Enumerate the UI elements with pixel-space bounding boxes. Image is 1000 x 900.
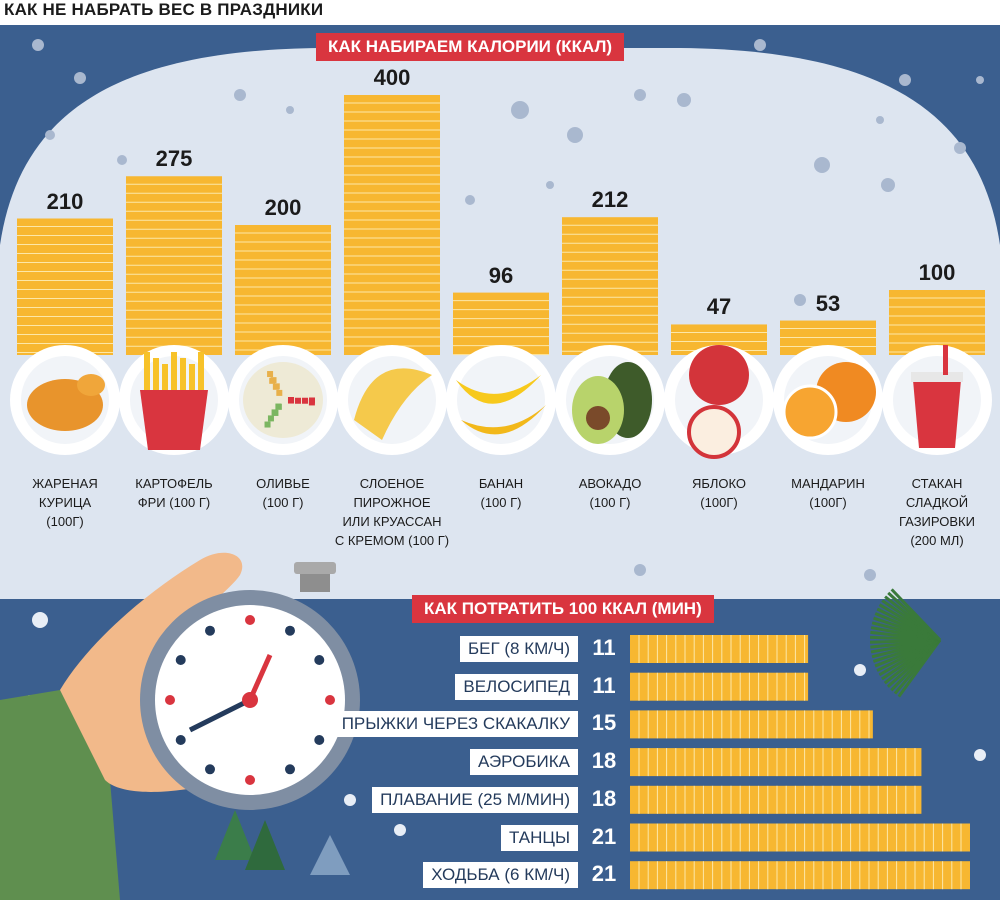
activity-category-label: ТАНЦЫ	[500, 824, 578, 851]
activity-value-label: 11	[592, 672, 616, 698]
bar-value-label: 275	[155, 146, 193, 172]
activity-value-label: 15	[591, 710, 617, 736]
olivier-piece	[287, 397, 294, 404]
bar-value-label: 47	[706, 294, 732, 320]
tree-icon	[215, 810, 255, 860]
fries-stick	[171, 352, 177, 392]
fries-stick	[189, 364, 195, 404]
activity-category-label: БЕГ (8 КМ/Ч)	[459, 636, 578, 662]
activity-bar	[630, 785, 922, 814]
calorie-bar	[17, 218, 113, 355]
fries-stick	[180, 358, 186, 398]
olivier-piece	[267, 415, 274, 422]
soda-cup	[913, 380, 961, 448]
tree-icon	[310, 835, 350, 875]
bar-value-label: 100	[918, 260, 956, 285]
sleeve-icon	[0, 690, 120, 900]
calorie-bar	[126, 176, 222, 355]
bar-value-label: 53	[815, 290, 841, 316]
olivier-piece	[275, 403, 282, 410]
activity-value-label: 18	[591, 785, 617, 811]
activity-bar	[630, 861, 970, 890]
bar-value-label: 400	[373, 65, 411, 90]
food-category-label: ОЛИВЬЕ (100 Г)	[256, 476, 310, 510]
olivier-bowl	[243, 362, 323, 438]
banana-shape	[456, 375, 541, 404]
food-category-label: ЖАРЕНАЯ КУРИЦА (100Г)	[32, 476, 98, 529]
food-category-label: СТАКАН СЛАДКОЙ ГАЗИРОВКИ (200 МЛ)	[899, 476, 975, 548]
page-title: КАК НЕ НАБРАТЬ ВЕС В ПРАЗДНИКИ	[4, 0, 324, 19]
apple-half	[687, 405, 741, 459]
fries-box	[140, 390, 208, 450]
calorie-bar	[453, 292, 549, 356]
olivier-piece	[276, 389, 283, 396]
olivier-piece	[267, 371, 274, 378]
food-category-label: ЯБЛОКО (100Г)	[691, 476, 747, 510]
calorie-bar	[235, 225, 331, 355]
activity-value-label: 21	[591, 823, 617, 849]
olivier-piece	[270, 377, 277, 384]
olivier-piece	[264, 421, 271, 428]
tree-icon	[245, 820, 285, 870]
fries-stick	[198, 352, 204, 392]
fries-stick	[162, 364, 168, 404]
activity-category-label: ПЛАВАНИЕ (25 М/МИН)	[372, 786, 578, 813]
soda-lid	[911, 372, 963, 382]
activity-value-label: 18	[591, 748, 617, 774]
activity-bar	[630, 748, 922, 777]
calories-chart-title: КАК НАБИРАЕМ КАЛОРИИ (ККАЛ)	[316, 33, 625, 61]
activity-bar	[630, 672, 809, 701]
activity-value-label: 11	[592, 635, 616, 660]
activity-chart-title: КАК ПОТРАТИТЬ 100 ККАЛ (МИН)	[412, 595, 714, 623]
olivier-piece	[273, 383, 280, 390]
fries-stick	[153, 358, 159, 398]
olivier-piece	[294, 397, 301, 404]
activity-category-label: ВЕЛОСИПЕД	[455, 673, 578, 700]
avocado-pit	[586, 406, 610, 430]
bar-value-label: 96	[488, 262, 514, 288]
activity-bar	[630, 710, 873, 739]
food-category-label: МАНДАРИН (100Г)	[791, 476, 865, 510]
banana-shape-2	[461, 405, 546, 435]
activity-category-label: ХОДЬБА (6 КМ/Ч)	[423, 862, 578, 889]
bar-value-label: 212	[591, 187, 629, 213]
chicken-leg	[77, 374, 105, 396]
tangerine-slice	[782, 384, 838, 440]
bar-value-label: 210	[46, 188, 84, 214]
olivier-piece	[271, 409, 278, 416]
calorie-bar	[344, 95, 440, 355]
food-category-label: КАРТОФЕЛЬ ФРИ (100 Г)	[135, 476, 213, 510]
food-category-label: СЛОЕНОЕ ПИРОЖНОЕ ИЛИ КРУАССАН С КРЕМОМ (…	[334, 476, 450, 548]
food-category-label: БАНАН (100 Г)	[478, 476, 524, 510]
olivier-piece	[301, 397, 308, 404]
bar-value-label: 200	[264, 195, 302, 220]
stopwatch-icon	[140, 562, 360, 810]
activity-bar	[630, 635, 809, 663]
activity-bar	[630, 823, 970, 852]
soda-straw	[943, 345, 948, 375]
activity-category-label: АЭРОБИКА	[470, 749, 578, 776]
olivier-piece	[308, 399, 315, 406]
food-category-label: АВОКАДО (100 Г)	[578, 476, 642, 510]
apple-whole	[689, 345, 749, 405]
activity-category-label: ПРЫЖКИ ЧЕРЕЗ СКАКАЛКУ	[333, 711, 578, 738]
activity-value-label: 21	[591, 861, 617, 887]
fries-stick	[144, 352, 150, 392]
croissant-shape	[354, 368, 432, 440]
calorie-bar	[562, 217, 658, 355]
fir-branch-icon	[869, 588, 942, 698]
